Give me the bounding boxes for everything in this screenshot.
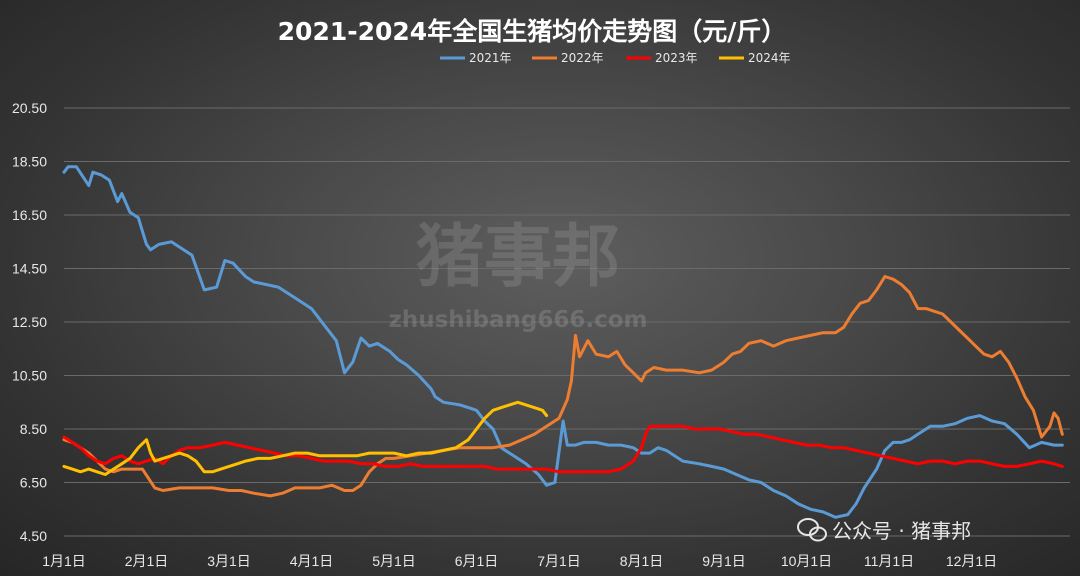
y-tick-label: 4.50 [20, 528, 47, 544]
legend-label: 2022年 [561, 51, 604, 65]
x-tick-label: 6月1日 [455, 553, 499, 569]
x-tick-label: 10月1日 [781, 553, 832, 569]
wechat-icon [797, 518, 827, 542]
y-tick-label: 8.50 [20, 421, 47, 437]
x-axis-ticks: 1月1日 2月1日 3月1日 4月1日 5月1日 6月1日 7月1日 8月1日 9月1日 10月1… [42, 553, 997, 569]
y-tick-label: 14.50 [12, 261, 47, 277]
y-tick-label: 16.50 [12, 207, 47, 223]
x-tick-label: 2月1日 [125, 553, 169, 569]
legend-label: 2021年 [469, 51, 512, 65]
x-tick-label: 5月1日 [372, 553, 416, 569]
watermark-url: zhushibang666.com [388, 307, 647, 333]
chart-title: 2021-2024年全国生猪均价走势图（元/斤） [278, 17, 787, 46]
series-line-2024年 [62, 400, 549, 476]
x-tick-label: 9月1日 [702, 553, 746, 569]
x-tick-label: 7月1日 [537, 553, 581, 569]
x-tick-label: 12月1日 [946, 553, 997, 569]
y-tick-label: 10.50 [12, 368, 47, 384]
footer-watermark: 公众号 · 猪事邦 [797, 518, 971, 543]
legend: 2021年 2022年 2023年 2024年 [440, 51, 791, 65]
y-axis-ticks: 4.50 6.50 8.50 10.50 12.50 14.50 16.50 18.50 20.… [12, 100, 47, 544]
legend-label: 2023年 [655, 51, 698, 65]
watermark: 猪事邦 zhushibang666.com [388, 218, 647, 333]
y-tick-label: 12.50 [12, 314, 47, 330]
watermark-logo-text: 猪事邦 [416, 218, 620, 297]
gridlines [64, 107, 1070, 537]
footer-account-text: 公众号 · 猪事邦 [832, 519, 971, 543]
y-tick-label: 18.50 [12, 154, 47, 170]
x-tick-label: 11月1日 [864, 553, 914, 569]
x-tick-label: 4月1日 [290, 553, 334, 569]
y-tick-label: 20.50 [12, 100, 47, 116]
x-tick-label: 3月1日 [207, 553, 251, 569]
y-tick-label: 6.50 [20, 475, 47, 491]
legend-label: 2024年 [748, 51, 791, 65]
series-line-2022年 [62, 275, 1064, 498]
x-tick-label: 8月1日 [620, 553, 664, 569]
series-lines [62, 165, 1064, 519]
x-tick-label: 1月1日 [42, 553, 86, 569]
series-line-2023年 [62, 424, 1064, 474]
